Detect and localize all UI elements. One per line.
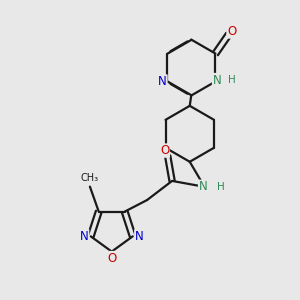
Text: O: O [160, 144, 169, 157]
Text: N: N [80, 230, 88, 243]
Text: N: N [212, 74, 221, 87]
Text: N: N [199, 180, 207, 193]
Text: N: N [158, 75, 167, 88]
Text: H: H [228, 75, 236, 85]
Text: N: N [135, 230, 144, 243]
Text: CH₃: CH₃ [81, 173, 99, 183]
Text: O: O [227, 25, 236, 38]
Text: H: H [217, 182, 224, 192]
Text: O: O [107, 252, 116, 265]
